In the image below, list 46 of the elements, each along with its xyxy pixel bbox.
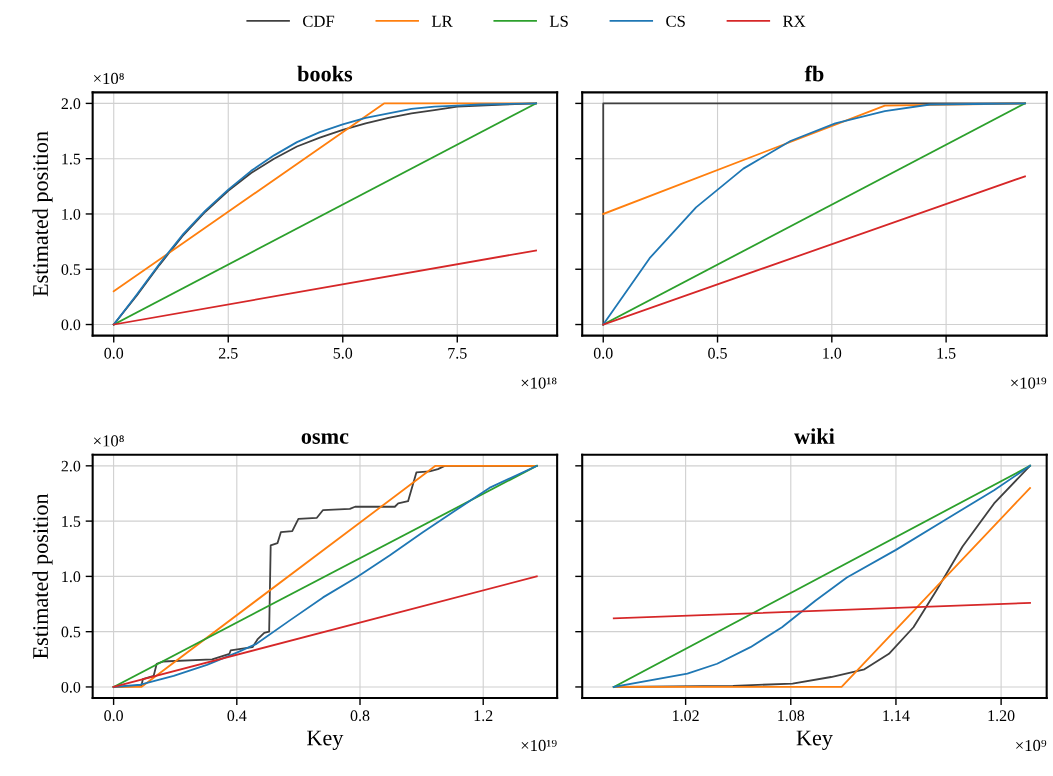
x-tick-label: 0.0 [104, 347, 124, 359]
x-tick-label: 0.0 [104, 710, 123, 722]
text: ×10¹⁸ [521, 377, 557, 389]
x-axis-title: Key [796, 730, 833, 751]
chart-title: wiki [794, 428, 835, 444]
y-tick-label: 1.5 [62, 516, 81, 527]
x-axis-title: Key [307, 730, 344, 751]
chart-title: osmc [301, 433, 349, 444]
text: ×10¹⁹ [1011, 377, 1047, 389]
text: ×10⁹ [1016, 739, 1047, 752]
x-tick-label: 5.0 [333, 347, 353, 359]
y-axis-title: Estimated position [32, 131, 53, 297]
x-tick-label: 1.0 [823, 347, 842, 359]
y-tick-label: 2.0 [61, 460, 81, 472]
y-axis-title: Estimated position [32, 493, 53, 659]
y-tick-label: 0.5 [61, 626, 81, 638]
y-tick-label: 1.0 [62, 208, 81, 220]
legend-label: RX [783, 15, 806, 27]
text: ×10⁸ [93, 72, 124, 85]
x-tick-label: 2.5 [218, 347, 238, 359]
y-tick-label: 0.0 [61, 681, 81, 693]
chart-title: books [297, 65, 353, 82]
y-tick-label: 0.5 [61, 264, 81, 276]
line-series [112, 464, 538, 688]
legend-label: CS [666, 15, 685, 27]
x-tick-label: 1.14 [883, 710, 910, 722]
y-tick-label: 2.0 [61, 98, 81, 110]
y-tick-label: 0.0 [61, 319, 81, 331]
x-tick-label: 1.08 [778, 710, 805, 722]
legend-label: CDF [303, 15, 335, 27]
y-tick-label: 1.5 [62, 153, 81, 165]
legend-label: LS [549, 15, 568, 27]
x-tick-label: 1.20 [988, 710, 1015, 722]
legend-label: LR [431, 15, 453, 27]
x-tick-label: 0.5 [708, 347, 727, 359]
x-tick-label: 1.2 [474, 710, 493, 722]
text: ×10⁸ [93, 435, 124, 447]
text: ×10¹⁹ [521, 739, 557, 752]
y-tick-label: 1.0 [62, 571, 81, 583]
x-tick-label: 7.5 [448, 348, 467, 359]
x-tick-label: 0.4 [227, 710, 247, 722]
x-tick-label: 1.02 [673, 710, 699, 722]
x-tick-label: 1.5 [937, 347, 956, 359]
chart-title: fb [804, 65, 824, 82]
x-tick-label: 0.8 [350, 710, 370, 722]
x-tick-label: 0.0 [593, 347, 613, 359]
